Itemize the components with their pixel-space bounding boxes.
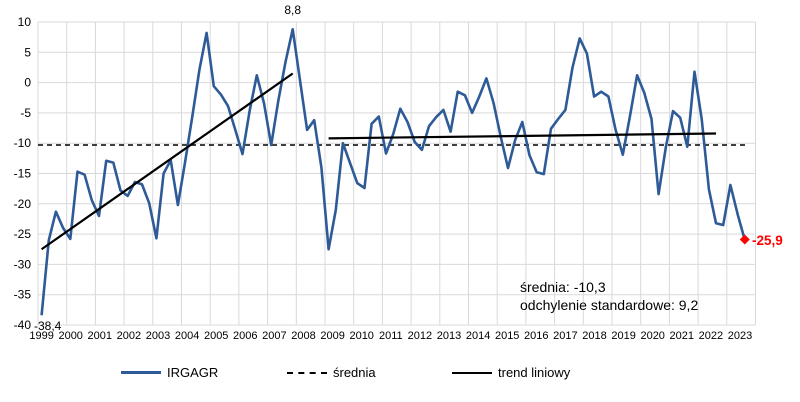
y-axis-tick-label: -35 — [14, 288, 32, 302]
trend-line-segment — [328, 132, 717, 140]
x-axis-tick-label: 2011 — [379, 330, 403, 342]
y-axis-tick-label: -40 — [14, 318, 32, 332]
x-axis-tick-label: 2008 — [291, 330, 315, 342]
y-axis-tick-label: 0 — [24, 76, 31, 90]
y-axis-tick-label: -25 — [14, 227, 32, 241]
x-axis-tick-label: 2015 — [495, 330, 519, 342]
y-axis-tick-label: -10 — [14, 136, 32, 150]
x-axis-tick-label: 2004 — [175, 330, 199, 342]
y-axis-tick-label: 5 — [24, 45, 31, 59]
chart-annotation-layer: 8,8 -38,4 -25,9 średnia: -10,3 odchyleni… — [34, 3, 783, 333]
x-axis-tick-label: 2023 — [728, 330, 752, 342]
std-dev-stat-text: odchylenie standardowe: 9,2 — [520, 297, 698, 313]
x-axis-tick-label: 2003 — [146, 330, 170, 342]
x-axis-tick-label: 2012 — [408, 330, 432, 342]
legend-item-mean: średnia — [287, 364, 376, 381]
mean-stat-text: średnia: -10,3 — [520, 279, 606, 295]
y-axis-tick-label: -5 — [20, 106, 31, 120]
legend-label-irgagr: IRGAGR — [167, 365, 219, 380]
x-axis-tick-label: 2007 — [262, 330, 286, 342]
x-axis-tick-label: 2016 — [524, 330, 548, 342]
x-axis-tick-label: 2010 — [349, 330, 373, 342]
x-axis-tick-label: 2019 — [611, 330, 635, 342]
x-axis-tick-label: 2020 — [640, 330, 664, 342]
y-axis-tick-label: 10 — [18, 15, 32, 29]
first-point-value-label: -38,4 — [34, 319, 62, 333]
x-axis-tick-label: 2013 — [437, 330, 461, 342]
x-axis-tick-label: 2014 — [466, 330, 490, 342]
legend-item-irgagr: IRGAGR — [121, 364, 218, 381]
x-axis-tick-label: 1999 — [29, 330, 53, 342]
trend-line-segment — [40, 72, 294, 251]
x-axis-tick-label: 2018 — [582, 330, 606, 342]
x-axis-tick-label: 2006 — [233, 330, 257, 342]
irgagr-line-series — [40, 27, 746, 316]
y-axis-tick-label: -20 — [14, 197, 32, 211]
legend-swatch-mean-dashed-line — [287, 371, 327, 374]
x-axis-tick-label: 2002 — [117, 330, 141, 342]
last-point-value-label: -25,9 — [752, 233, 783, 248]
legend-item-trend: trend liniowy — [452, 364, 570, 381]
x-axis-tick-label: 2022 — [699, 330, 723, 342]
legend-swatch-trend-line — [452, 371, 492, 374]
y-axis-tick-label: -15 — [14, 167, 32, 181]
x-axis-tick-label: 2021 — [670, 330, 694, 342]
legend-label-mean: średnia — [333, 365, 376, 380]
last-point-marker — [739, 234, 750, 245]
x-axis-tick-label: 2017 — [553, 330, 577, 342]
x-axis-tick-label: 2001 — [88, 330, 112, 342]
x-axis-tick-label: 2005 — [204, 330, 228, 342]
y-axis-tick-label: -30 — [14, 257, 32, 271]
peak-value-label: 8,8 — [284, 3, 301, 17]
legend-label-trend: trend liniowy — [498, 365, 571, 380]
legend-swatch-series-line — [121, 371, 161, 374]
x-axis-tick-label: 2000 — [58, 330, 82, 342]
x-axis-tick-label: 2009 — [320, 330, 344, 342]
